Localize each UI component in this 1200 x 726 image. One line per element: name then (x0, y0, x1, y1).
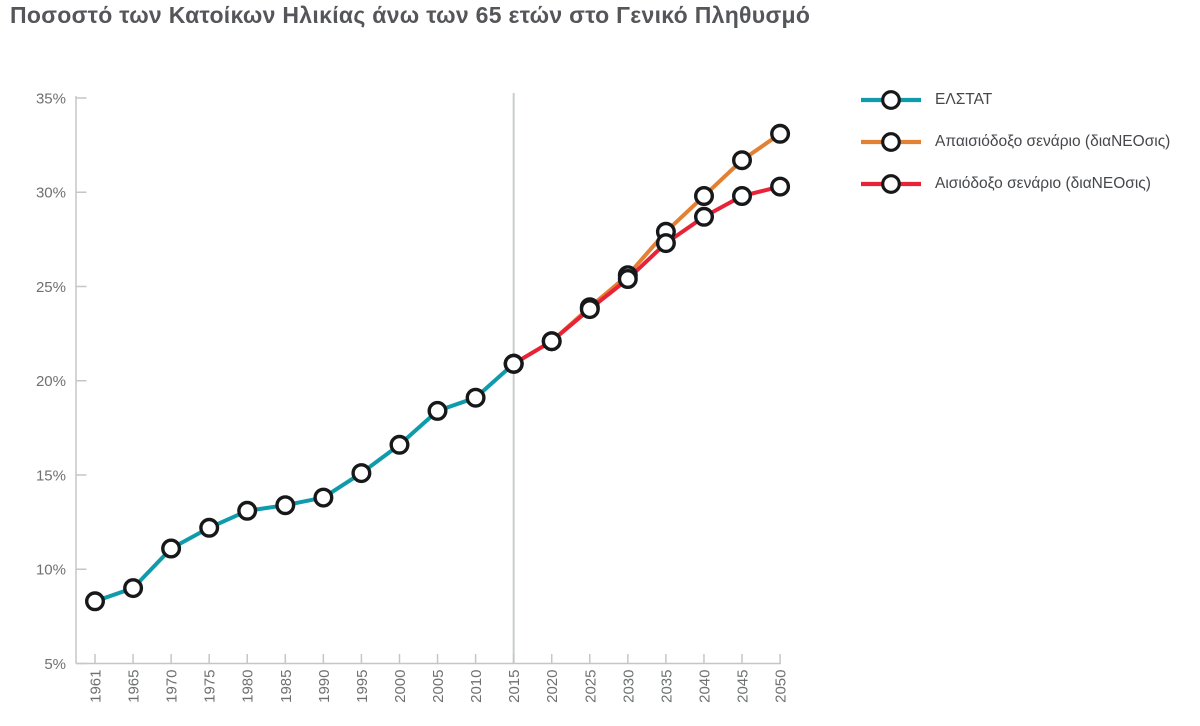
data-point (351, 463, 372, 484)
chart-legend: ΕΛΣΤΑΤ Απαισιόδοξο σενάριο (διαΝΕΟσις) Α… (860, 88, 1170, 196)
x-tick-label: 1961 (88, 670, 105, 703)
data-point (123, 578, 144, 599)
y-tick-label: 35% (36, 90, 66, 107)
data-point (199, 517, 220, 538)
data-point (237, 500, 258, 521)
x-tick-label: 1980 (240, 670, 257, 703)
x-tick-label: 2045 (735, 670, 752, 703)
data-point (655, 233, 676, 254)
legend-marker-optimistic-icon (861, 174, 921, 194)
legend-marker-pessimistic-icon (861, 132, 921, 152)
y-tick-label: 10% (36, 562, 66, 579)
x-tick-label: 1975 (202, 670, 219, 703)
data-point (579, 299, 600, 320)
x-tick-label: 1995 (354, 670, 371, 703)
data-point (427, 400, 448, 421)
y-tick-label: 20% (36, 373, 66, 390)
data-point (275, 495, 296, 516)
x-tick-label: 2010 (468, 670, 485, 703)
legend-marker-elstat-icon (861, 90, 921, 110)
data-point (465, 387, 486, 408)
legend-label-pessimistic: Απαισιόδοξο σενάριο (διαΝΕΟσις) (935, 133, 1171, 150)
x-tick-label: 2020 (544, 670, 561, 703)
page-title: Ποσοστό των Κατοίκων Ηλικίας άνω των 65 … (10, 2, 811, 28)
data-point (770, 176, 791, 197)
legend-item-pessimistic: Απαισιόδοξο σενάριο (διαΝΕΟσις) (860, 130, 1170, 154)
y-tick-label: 30% (36, 185, 66, 202)
x-tick-label: 1965 (126, 670, 143, 703)
data-point (617, 269, 638, 290)
data-point (732, 150, 753, 171)
data-point (770, 123, 791, 144)
x-tick-label: 1985 (278, 670, 295, 703)
x-tick-label: 1970 (164, 670, 181, 703)
x-tick-label: 1990 (316, 670, 333, 703)
data-point (694, 185, 715, 206)
x-tick-label: 2025 (582, 670, 599, 703)
data-point (694, 206, 715, 227)
data-point (732, 185, 753, 206)
data-point (84, 591, 105, 612)
x-tick-label: 2050 (773, 670, 790, 703)
legend-label-elstat: ΕΛΣΤΑΤ (935, 91, 993, 108)
series-line-0 (93, 361, 516, 604)
data-point (161, 538, 182, 559)
legend-item-elstat: ΕΛΣΤΑΤ (860, 88, 1170, 112)
x-tick-label: 2040 (696, 670, 713, 703)
x-tick-label: 2005 (430, 670, 447, 703)
legend-item-optimistic: Αισιόδοξο σενάριο (διαΝΕΟσις) (860, 172, 1170, 196)
data-point (541, 331, 562, 352)
x-tick-label: 2015 (506, 670, 523, 703)
x-tick-label: 2035 (658, 670, 675, 703)
data-point (313, 487, 334, 508)
x-tick-label: 2000 (392, 670, 409, 703)
y-tick-label: 5% (44, 656, 66, 673)
data-point (389, 434, 410, 455)
legend-label-optimistic: Αισιόδοξο σενάριο (διαΝΕΟσις) (935, 175, 1151, 192)
data-point (503, 353, 524, 374)
y-tick-label: 25% (36, 279, 66, 296)
x-tick-label: 2030 (620, 670, 637, 703)
y-tick-label: 15% (36, 467, 66, 484)
